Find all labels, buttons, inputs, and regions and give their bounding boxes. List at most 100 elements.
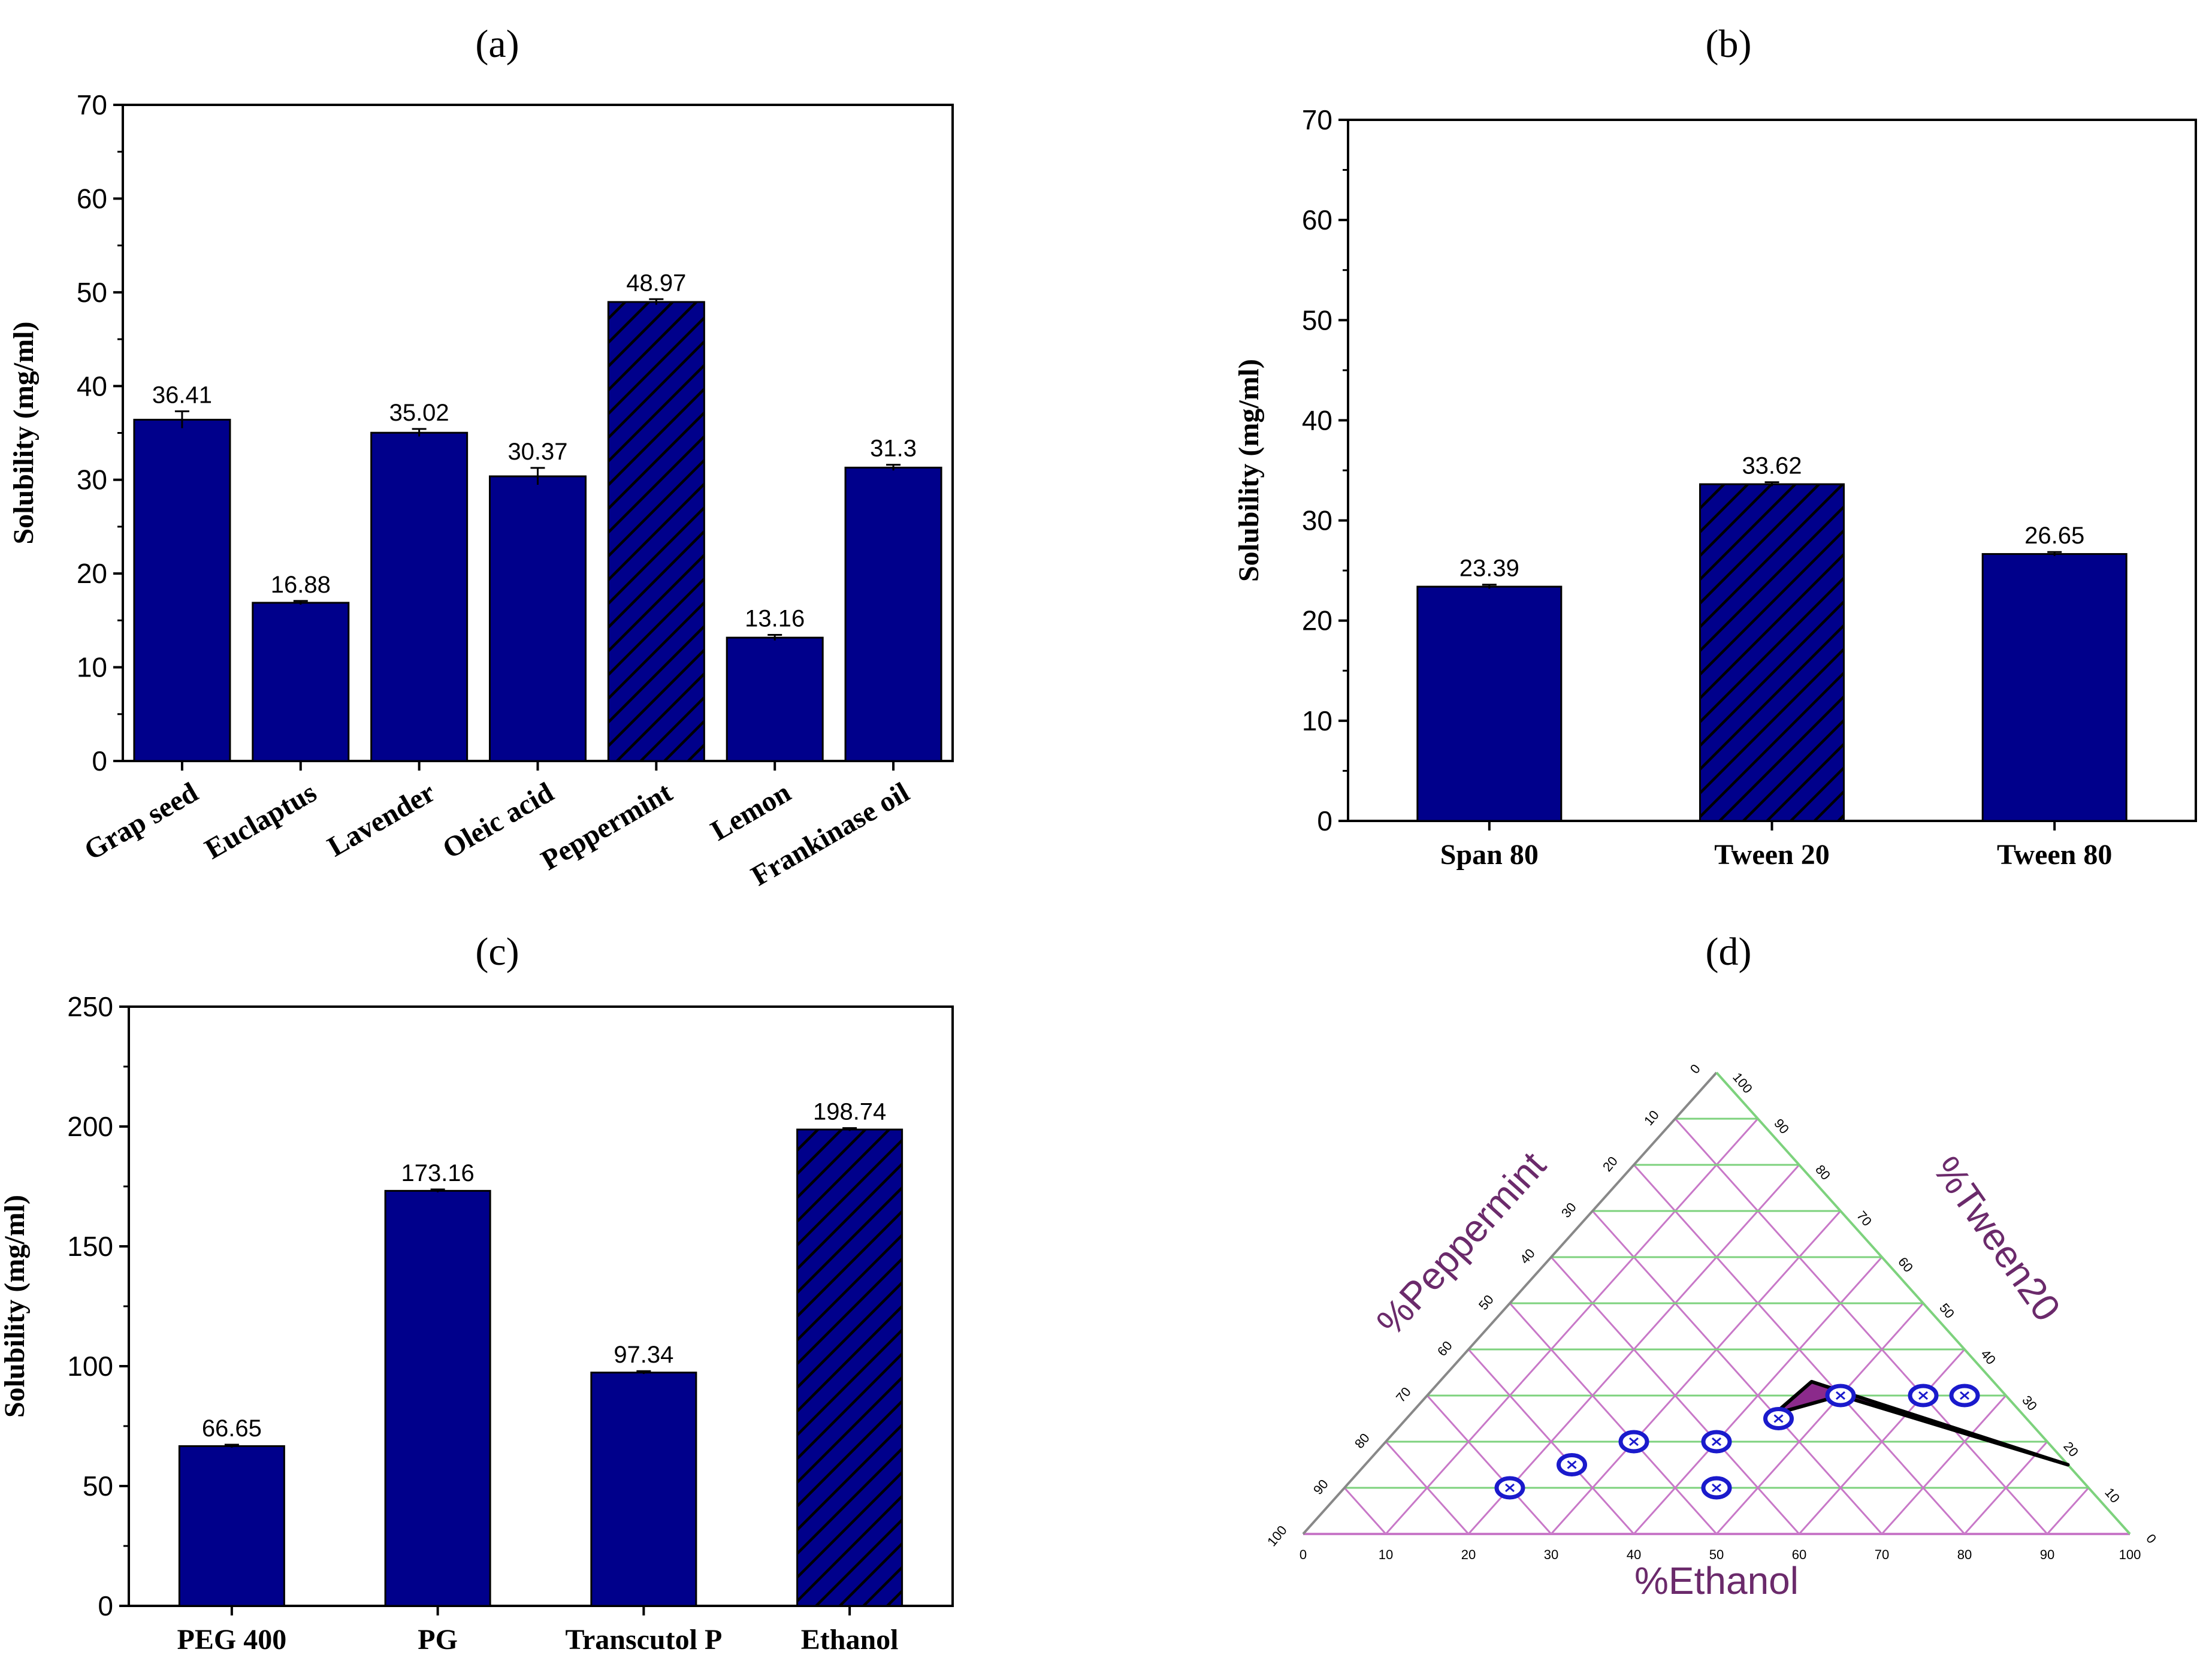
grid-line-ethanol <box>1550 1210 1842 1535</box>
bar <box>1416 585 1563 822</box>
ternary-tick-left: 50 <box>1476 1292 1497 1313</box>
ternary-tick-bottom: 50 <box>1709 1547 1724 1562</box>
value-label: 35.02 <box>389 400 449 426</box>
ternary-tick-left: 80 <box>1352 1430 1373 1451</box>
triangle-edge-left <box>1302 1071 1718 1535</box>
ternary-tick-right: 60 <box>1895 1254 1916 1275</box>
value-label: 33.62 <box>1742 453 1802 479</box>
ternary-tick-right: 70 <box>1854 1208 1875 1229</box>
y-tick-label: 50 <box>1302 304 1332 336</box>
value-label: 173.16 <box>401 1160 474 1186</box>
y-tick-label: 10 <box>1302 705 1332 736</box>
y-tick-label: 100 <box>67 1351 113 1382</box>
value-label: 13.16 <box>745 605 805 632</box>
ternary-tick-left: 20 <box>1600 1153 1621 1174</box>
value-label: 198.74 <box>813 1099 886 1125</box>
panel-label-c: (c) <box>475 930 519 974</box>
bar-chart-c: 0 50 100 150 200 250 Solubility (mg/ml) 66.65 PE… <box>0 991 954 1656</box>
value-label: 30.37 <box>507 439 567 465</box>
ternary-tick-bottom: 60 <box>1792 1547 1806 1562</box>
y-axis-label: Solubility (mg/ml) <box>1233 359 1265 582</box>
panel-label-b: (b) <box>1706 22 1752 66</box>
y-tick-label: 0 <box>1317 805 1332 836</box>
category-label: Tween 20 <box>1714 839 1829 871</box>
y-tick-label: 60 <box>1302 204 1332 235</box>
bar <box>252 602 350 762</box>
grid-line-peppermint <box>1591 1210 1883 1535</box>
bar <box>726 636 824 762</box>
bar <box>796 1128 903 1607</box>
grid-line-ethanol <box>1798 1348 1966 1535</box>
ternary-tick-left: 100 <box>1264 1523 1290 1549</box>
bar <box>1981 553 2128 822</box>
ternary-tick-bottom: 30 <box>1544 1547 1558 1562</box>
ternary-tick-bottom: 40 <box>1627 1547 1641 1562</box>
ternary-tick-left: 10 <box>1641 1107 1662 1128</box>
y-tick-label: 150 <box>67 1231 113 1262</box>
grid-line-peppermint <box>1426 1394 1552 1535</box>
grid-line-ethanol <box>2046 1487 2090 1535</box>
bar-chart-b: 0 10 20 30 40 50 60 70 Solubility (mg/ml) 23.39 Sp… <box>1233 104 2197 871</box>
bar <box>607 301 705 762</box>
grid-line-ethanol <box>1385 1118 1759 1535</box>
category-label: Lemon <box>706 777 796 847</box>
ternary-tick-bottom: 100 <box>2119 1547 2141 1562</box>
ternary-tick-bottom: 0 <box>1300 1547 1307 1562</box>
category-label: Span 80 <box>1440 839 1539 871</box>
bar <box>133 418 231 762</box>
y-axis-label: Solubility (mg/ml) <box>0 1195 31 1418</box>
y-tick-label: 60 <box>77 183 107 214</box>
ternary-tick-left: 60 <box>1434 1338 1455 1359</box>
formulation-point-mark <box>1505 1483 1515 1493</box>
category-label: Euclaptus <box>200 777 322 866</box>
y-tick-label: 20 <box>1302 605 1332 636</box>
ternary-tick-bottom: 10 <box>1379 1547 1393 1562</box>
y-tick-label: 50 <box>77 277 107 308</box>
value-label: 36.41 <box>152 382 212 408</box>
bar-chart-a: 0 10 20 30 40 50 60 70 Solubility (mg/ml) 36.41 Gr… <box>8 89 954 892</box>
bar <box>370 431 469 762</box>
triangle-edge-right <box>1715 1071 2131 1535</box>
category-label: Tween 80 <box>1997 839 2112 871</box>
category-label: Ethanol <box>801 1624 899 1656</box>
category-label: Peppermint <box>536 777 678 877</box>
value-label: 31.3 <box>870 436 917 462</box>
bar <box>1699 483 1845 822</box>
y-tick-label: 70 <box>77 89 107 120</box>
value-label: 66.65 <box>202 1415 262 1442</box>
ternary-tick-right: 90 <box>1771 1116 1792 1137</box>
y-tick-label: 40 <box>77 370 107 401</box>
y-tick-label: 50 <box>83 1470 113 1502</box>
bar <box>384 1189 491 1607</box>
grid-line-ethanol <box>1715 1302 1924 1535</box>
ternary-tick-bottom: 70 <box>1875 1547 1889 1562</box>
grid-line-peppermint <box>1467 1348 1635 1535</box>
y-tick-label: 0 <box>92 745 107 777</box>
grid-line-peppermint <box>1343 1487 1387 1535</box>
ternary-tick-left: 30 <box>1558 1200 1579 1221</box>
ternary-tick-bottom: 90 <box>2040 1547 2054 1562</box>
grid-line-peppermint <box>1509 1302 1718 1535</box>
ternary-tick-left: 70 <box>1393 1384 1414 1405</box>
y-tick-label: 10 <box>77 652 107 683</box>
ternary-tick-right: 20 <box>2060 1439 2081 1460</box>
formulation-point-mark <box>1567 1460 1577 1469</box>
formulation-point-mark <box>1960 1391 1969 1400</box>
value-label: 23.39 <box>1459 555 1519 582</box>
ternary-tick-right: 30 <box>2019 1393 2040 1414</box>
bar <box>844 466 942 762</box>
ternary-tick-right: 0 <box>2143 1531 2159 1546</box>
formulation-point-mark <box>1712 1437 1721 1446</box>
ternary-tick-left: 90 <box>1310 1476 1331 1497</box>
category-label: Lavender <box>322 777 440 863</box>
ternary-tick-bottom: 20 <box>1461 1547 1476 1562</box>
panel-label-a: (a) <box>475 22 519 66</box>
grid-line-peppermint <box>1674 1118 2048 1535</box>
y-tick-label: 30 <box>1302 505 1332 536</box>
y-tick-label: 40 <box>1302 404 1332 436</box>
formulation-point-mark <box>1773 1414 1784 1423</box>
ternary-tick-left: 0 <box>1687 1061 1703 1076</box>
ternary-tick-bottom: 80 <box>1957 1547 1972 1562</box>
ternary-tick-right: 10 <box>2102 1485 2123 1506</box>
